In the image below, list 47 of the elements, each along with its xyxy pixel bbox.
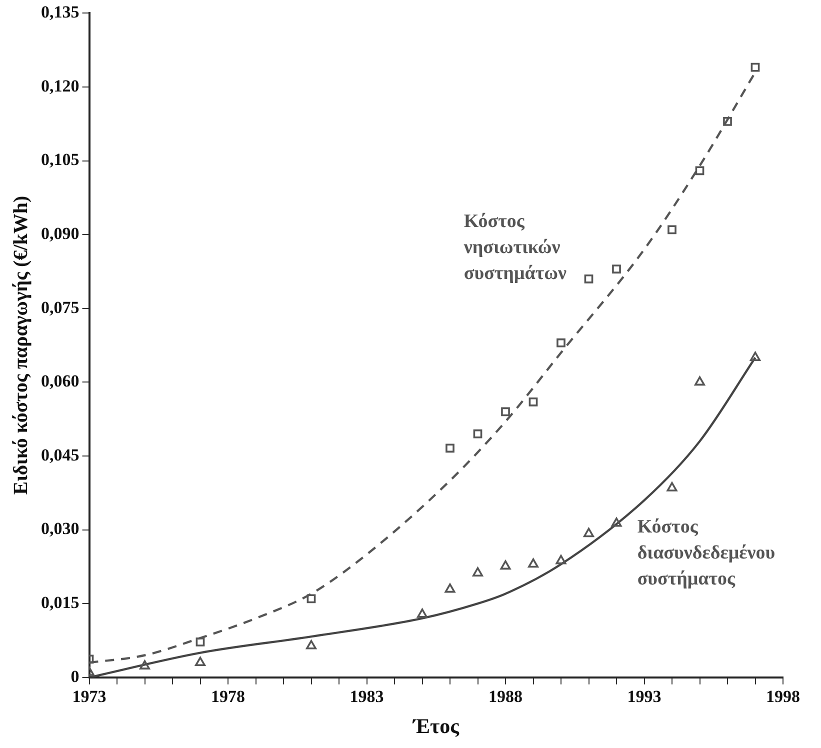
point bbox=[446, 444, 454, 453]
x-tick-label: 1998 bbox=[766, 686, 800, 706]
series-label: Κόστος διασυνδεδεμένου συστήματος bbox=[637, 516, 776, 590]
x-tick-label: 1983 bbox=[350, 686, 384, 706]
x-tick-label: 1973 bbox=[72, 686, 106, 706]
point bbox=[750, 62, 760, 72]
point bbox=[556, 338, 566, 348]
point bbox=[584, 274, 594, 284]
point bbox=[473, 429, 482, 438]
point bbox=[444, 583, 456, 593]
point bbox=[140, 660, 150, 670]
point bbox=[306, 594, 316, 604]
point bbox=[195, 656, 206, 666]
y-tick-label: 0,105 bbox=[41, 150, 80, 170]
point bbox=[584, 528, 594, 538]
x-tick-label: 1978 bbox=[211, 686, 245, 706]
point bbox=[611, 518, 622, 527]
point bbox=[750, 352, 760, 361]
point bbox=[528, 558, 538, 568]
point bbox=[723, 117, 732, 126]
x-tick-label: 1988 bbox=[488, 686, 522, 706]
y-tick-label: 0,075 bbox=[41, 298, 80, 317]
point bbox=[694, 376, 705, 386]
point bbox=[472, 567, 483, 576]
point bbox=[417, 608, 428, 618]
y-axis-title: Ειδικό κόστος παραγωγής (€/kWh) bbox=[10, 196, 32, 495]
point bbox=[666, 482, 678, 492]
point bbox=[612, 264, 621, 274]
point bbox=[528, 397, 538, 406]
y-tick-label: 0,030 bbox=[41, 519, 80, 538]
x-tick-label: 1993 bbox=[627, 686, 662, 706]
x-axis-title: Έτος bbox=[412, 714, 460, 738]
y-tick-label: 0,015 bbox=[41, 592, 80, 612]
point bbox=[556, 554, 566, 564]
y-tick-label: 0 bbox=[70, 666, 80, 686]
y-tick-label: 0,060 bbox=[41, 372, 80, 391]
point bbox=[196, 638, 205, 646]
y-tick-label: 0,120 bbox=[41, 76, 80, 96]
point bbox=[695, 166, 704, 176]
point bbox=[500, 560, 511, 570]
point bbox=[306, 640, 316, 650]
series-label: Κόστος νησιωτικών συστημάτων bbox=[462, 210, 567, 284]
y-tick-label: 0,090 bbox=[41, 224, 80, 243]
point bbox=[668, 225, 676, 234]
y-tick-label: 0,135 bbox=[41, 2, 80, 22]
point bbox=[501, 407, 510, 416]
y-tick-label: 0,045 bbox=[41, 445, 80, 464]
